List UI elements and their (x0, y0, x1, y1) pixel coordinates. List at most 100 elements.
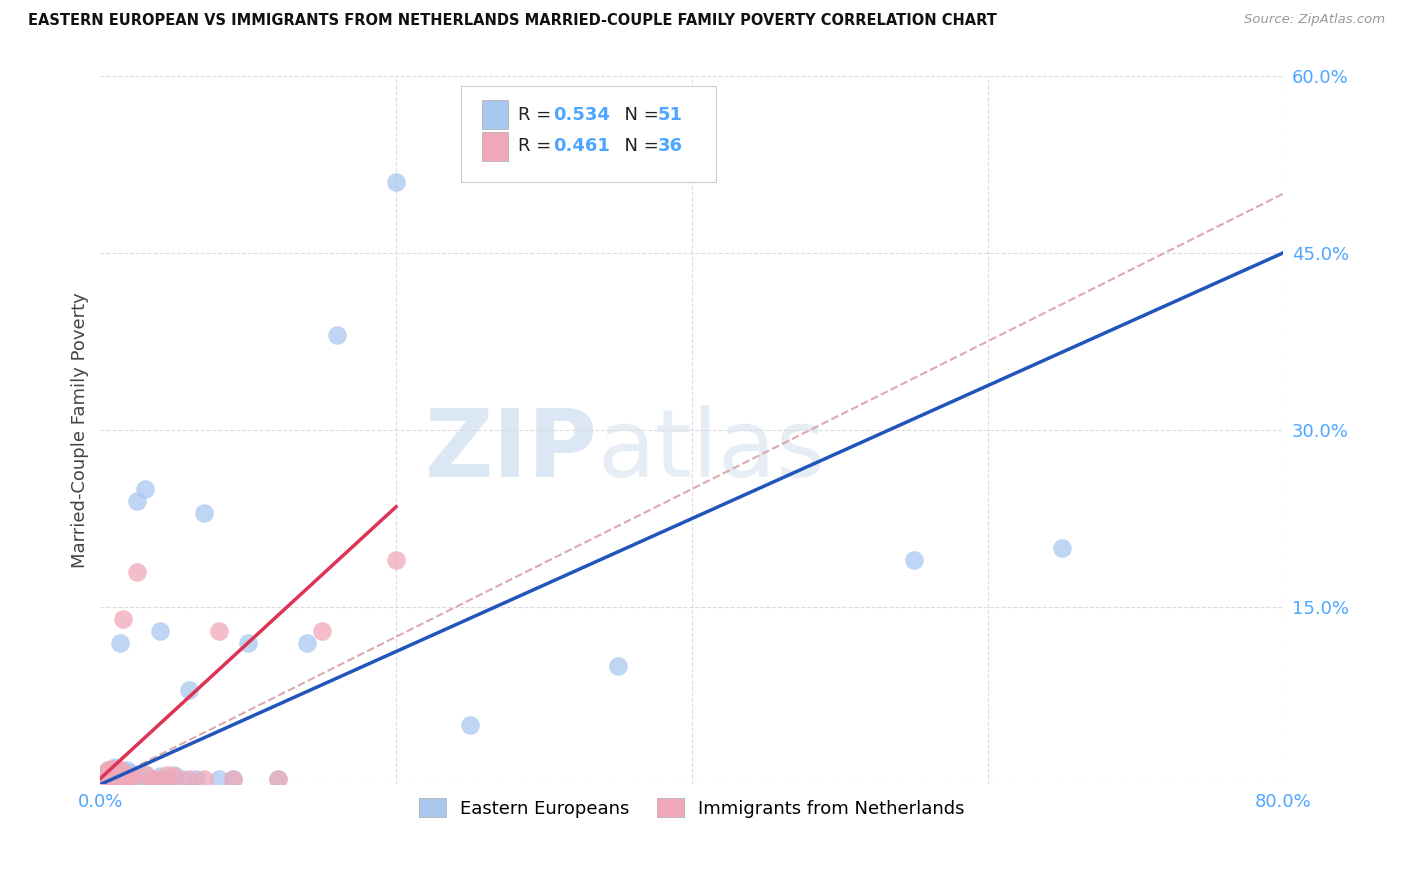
Point (111, 765, 134, 780)
Text: EASTERN EUROPEAN VS IMMIGRANTS FROM NETHERLANDS MARRIED-COUPLE FAMILY POVERTY CO: EASTERN EUROPEAN VS IMMIGRANTS FROM NETH… (28, 13, 997, 29)
Point (104, 762, 127, 776)
Point (104, 769, 127, 783)
Point (118, 768, 141, 782)
Point (101, 764, 124, 778)
Point (100, 764, 122, 778)
Point (141, 772, 163, 786)
Point (208, 624, 231, 638)
Point (127, 772, 149, 786)
Text: Source: ZipAtlas.com: Source: ZipAtlas.com (1244, 13, 1385, 27)
Point (134, 768, 156, 782)
Point (100, 762, 122, 776)
Point (96, 772, 118, 786)
Point (110, 772, 132, 786)
Point (97, 766, 120, 780)
Point (148, 624, 170, 638)
Point (118, 765, 141, 780)
Point (114, 768, 136, 782)
Point (100, 772, 122, 786)
Point (193, 506, 215, 520)
Bar (482, 131, 509, 161)
Point (97, 764, 120, 778)
Point (163, 768, 186, 782)
Point (97, 769, 120, 783)
Point (193, 772, 215, 786)
Text: ZIP: ZIP (425, 405, 598, 497)
Point (96, 765, 118, 780)
Point (118, 772, 141, 786)
Point (112, 772, 135, 786)
Point (134, 482, 156, 496)
Point (100, 765, 122, 780)
Point (127, 565, 149, 579)
Point (115, 764, 138, 778)
Point (208, 772, 231, 786)
Point (186, 772, 208, 786)
Point (122, 772, 145, 786)
Text: R =: R = (517, 137, 557, 155)
Point (112, 772, 135, 786)
Point (127, 494, 149, 508)
Point (100, 772, 122, 786)
Point (107, 772, 129, 786)
Point (118, 769, 141, 783)
Point (141, 772, 163, 786)
Point (267, 772, 290, 786)
Point (114, 766, 136, 780)
Point (97, 772, 120, 786)
Point (101, 770, 124, 784)
Point (111, 612, 134, 626)
Point (103, 772, 125, 786)
Point (903, 553, 925, 567)
Point (148, 769, 170, 783)
Point (97, 764, 120, 778)
Point (1050, 541, 1073, 555)
Point (177, 682, 200, 697)
Point (110, 764, 132, 778)
Point (101, 772, 124, 786)
Point (115, 772, 138, 786)
Point (222, 772, 245, 786)
Point (97, 772, 120, 786)
Text: N =: N = (613, 137, 664, 155)
Text: atlas: atlas (598, 405, 825, 497)
Point (267, 772, 290, 786)
Legend: Eastern Europeans, Immigrants from Netherlands: Eastern Europeans, Immigrants from Nethe… (412, 791, 972, 825)
Point (385, 553, 408, 567)
Y-axis label: Married-Couple Family Poverty: Married-Couple Family Poverty (72, 292, 89, 568)
Point (326, 328, 349, 343)
Point (458, 718, 481, 732)
Point (111, 769, 134, 783)
Point (170, 772, 193, 786)
Point (100, 768, 122, 782)
Point (104, 769, 127, 783)
Point (163, 769, 186, 783)
Bar (482, 100, 509, 129)
Point (238, 635, 260, 649)
Text: N =: N = (613, 105, 664, 123)
Text: R =: R = (517, 105, 557, 123)
Point (134, 766, 156, 780)
Point (104, 760, 127, 774)
Point (111, 769, 134, 783)
Text: 0.461: 0.461 (554, 137, 610, 155)
Point (222, 772, 245, 786)
Point (98, 769, 121, 783)
Point (311, 624, 333, 638)
Point (108, 772, 131, 786)
Point (108, 635, 131, 649)
Point (156, 768, 179, 782)
Text: 51: 51 (658, 105, 682, 123)
Point (104, 765, 127, 780)
Point (177, 772, 200, 786)
Point (606, 659, 628, 673)
Point (97, 765, 120, 780)
Point (297, 635, 319, 649)
Point (101, 768, 124, 782)
Point (148, 772, 170, 786)
Point (156, 772, 179, 786)
Point (105, 772, 128, 786)
Text: 36: 36 (658, 137, 682, 155)
Point (107, 768, 129, 782)
Text: 0.534: 0.534 (554, 105, 610, 123)
